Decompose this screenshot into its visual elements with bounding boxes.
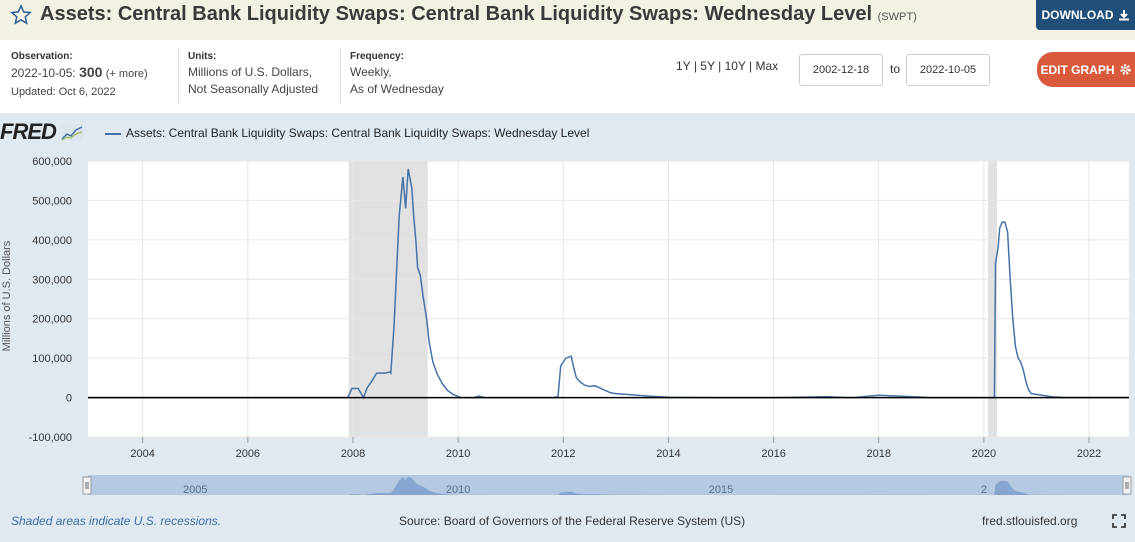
y-tick-label: 600,000 (32, 156, 72, 168)
fullscreen-icon[interactable] (1112, 514, 1126, 528)
page-title: Assets: Central Bank Liquidity Swaps: Ce… (40, 3, 917, 25)
to-label: to (890, 62, 901, 76)
frequency-line2: As of Wednesday (350, 82, 444, 96)
page-header: Assets: Central Bank Liquidity Swaps: Ce… (0, 0, 1135, 40)
x-tick-label: 2010 (446, 448, 470, 460)
divider (178, 48, 179, 104)
recession-band (348, 161, 428, 437)
frequency-block: Frequency: Weekly, As of Wednesday (350, 50, 444, 98)
range-selector: 1Y | 5Y | 10Y | Max (676, 59, 778, 73)
frequency-line1: Weekly, (350, 65, 392, 79)
observation-date: 2022-10-05: (11, 66, 76, 80)
series-line (88, 168, 1129, 400)
units-line1: Millions of U.S. Dollars, (188, 65, 313, 79)
navigator-left-handle[interactable] (82, 476, 92, 495)
series-id: (SWPT) (877, 11, 917, 23)
x-tick-label: 2008 (341, 448, 365, 460)
line-chart: -100,000 0 100,000 200,000 300,000 400,000 500… (29, 156, 1129, 460)
frequency-label: Frequency: (350, 51, 404, 62)
range-max-button[interactable]: Max (755, 59, 779, 73)
download-icon (1118, 10, 1129, 21)
fred-logo-chart-icon (61, 125, 84, 142)
navigator-label: 2010 (446, 484, 470, 496)
navigator-label: 2 (981, 484, 987, 496)
recession-shading-group (348, 161, 998, 437)
x-tick-label: 2016 (761, 448, 785, 460)
star-outline-icon[interactable] (10, 4, 32, 26)
legend-line-swatch (105, 132, 121, 135)
start-date-input[interactable]: 2002-12-18 (799, 54, 883, 86)
observation-value: 300 (79, 64, 103, 80)
range-5y-button[interactable]: 5Y (700, 59, 715, 73)
range-navigator[interactable]: 2005 2010 2015 2 (0, 472, 1135, 502)
y-tick-labels-group: -100,000 0 100,000 200,000 300,000 400,000 500… (29, 156, 72, 444)
x-tick-label: 2014 (656, 448, 680, 460)
recession-note: Shaded areas indicate U.S. recessions. (11, 514, 222, 528)
y-tick-label: 400,000 (32, 235, 72, 247)
x-tick-label: 2006 (236, 448, 260, 460)
observation-block: Observation: 2022-10-05: 300 (+ more) Up… (11, 50, 148, 101)
y-tick-label: 0 (66, 393, 72, 405)
y-axis-label: Millions of U.S. Dollars (1, 240, 13, 352)
edit-graph-button[interactable]: EDIT GRAPH (1037, 52, 1135, 87)
x-tick-label: 2004 (130, 448, 154, 460)
range-separator: | (749, 59, 753, 73)
observation-more-link[interactable]: (+ more) (105, 68, 148, 80)
fred-logo: FRED (0, 119, 84, 145)
x-tick-label: 2012 (551, 448, 575, 460)
y-tick-label: 300,000 (32, 274, 72, 286)
legend-label: Assets: Central Bank Liquidity Swaps: Ce… (126, 126, 590, 140)
navigator-selection[interactable] (88, 475, 1129, 495)
series-meta-panel: Observation: 2022-10-05: 300 (+ more) Up… (0, 40, 1135, 113)
range-10y-button[interactable]: 10Y (724, 59, 746, 73)
x-tick-labels-group: 2004 2006 2008 2010 2012 2014 2016 2018 2020 2022 (130, 437, 1101, 460)
plot-background (88, 161, 1129, 437)
range-separator: | (718, 59, 722, 73)
y-tick-label: 100,000 (32, 353, 72, 365)
x-tick-label: 2020 (972, 448, 996, 460)
units-block: Units: Millions of U.S. Dollars, Not Sea… (188, 50, 318, 98)
download-button[interactable]: DOWNLOAD (1036, 0, 1135, 30)
x-tick-label: 2018 (866, 448, 890, 460)
range-1y-button[interactable]: 1Y (676, 59, 691, 73)
updated-date: Updated: Oct 6, 2022 (11, 86, 116, 98)
range-separator: | (693, 59, 697, 73)
observation-label: Observation: (11, 51, 73, 62)
end-date-input[interactable]: 2022-10-05 (906, 54, 990, 86)
recession-band (988, 161, 998, 437)
divider (340, 48, 341, 104)
units-label: Units: (188, 51, 217, 62)
chart-legend: Assets: Central Bank Liquidity Swaps: Ce… (105, 126, 589, 140)
navigator-label: 2015 (709, 484, 733, 496)
x-tick-label: 2022 (1077, 448, 1101, 460)
y-tick-label: 200,000 (32, 314, 72, 326)
navigator-labels-group: 2005 2010 2015 2 (183, 484, 987, 496)
navigator-label: 2005 (183, 484, 207, 496)
navigator-right-handle[interactable] (1122, 476, 1132, 495)
y-tick-label: -100,000 (29, 432, 72, 444)
gear-icon (1119, 64, 1131, 75)
source-text: Source: Board of Governors of the Federa… (399, 514, 746, 528)
units-line2: Not Seasonally Adjusted (188, 82, 319, 96)
y-tick-label: 500,000 (32, 195, 72, 207)
site-link[interactable]: fred.stlouisfed.org (982, 514, 1078, 528)
